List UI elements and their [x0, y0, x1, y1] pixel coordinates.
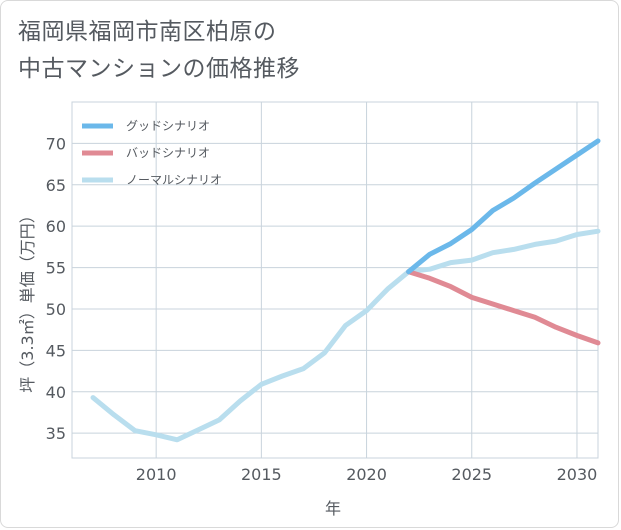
series-line: [90, 228, 601, 443]
y-tick-label: 45: [46, 341, 66, 360]
series-line: [406, 269, 601, 346]
y-tick-label: 65: [46, 176, 66, 195]
x-tick-label: 2025: [451, 465, 492, 484]
legend-label: バッドシナリオ: [126, 146, 210, 160]
gridlines: [72, 102, 598, 458]
x-tick-label: 2015: [241, 465, 282, 484]
x-tick-labels: 2010 2015 2020 2025 2030: [136, 465, 598, 484]
series-lines: [90, 138, 601, 443]
y-axis-label: 坪（3.3㎡）単価（万円）: [18, 207, 37, 392]
y-tick-label: 70: [46, 134, 66, 153]
x-tick-label: 2030: [557, 465, 598, 484]
y-tick-labels: 35 40 45 50 55 60 65 70: [46, 134, 66, 443]
x-tick-label: 2020: [346, 465, 387, 484]
series-line: [406, 138, 601, 275]
x-tick-label: 2010: [136, 465, 177, 484]
plot-area: [71, 101, 599, 459]
y-tick-label: 60: [46, 217, 66, 236]
x-axis-label: 年: [325, 499, 341, 518]
chart-title: 福岡県福岡市南区柏原の 中古マンションの価格推移: [18, 14, 300, 88]
chart-title-line-1: 福岡県福岡市南区柏原の: [18, 19, 277, 45]
chart-title-line-2: 中古マンションの価格推移: [18, 56, 300, 82]
y-tick-label: 35: [46, 424, 66, 443]
y-tick-label: 50: [46, 300, 66, 319]
legend-label: ノーマルシナリオ: [126, 173, 222, 187]
y-tick-label: 40: [46, 383, 66, 402]
legend-label: グッドシナリオ: [126, 119, 210, 133]
y-tick-label: 55: [46, 259, 66, 278]
